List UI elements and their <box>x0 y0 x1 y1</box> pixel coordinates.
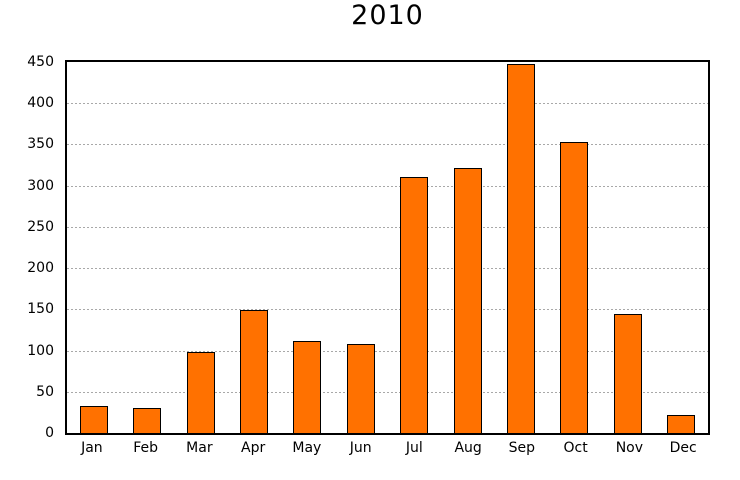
bar-aug <box>453 168 482 433</box>
xtick-label-sep: Sep <box>508 440 536 456</box>
xtick-label-jan: Jan <box>81 440 103 456</box>
xtick-label-nov: Nov <box>615 440 644 456</box>
xtick-label-jun: Jun <box>349 440 372 456</box>
chart-title: 2010 <box>351 0 424 31</box>
gridline-350 <box>67 144 708 146</box>
ytick-label-300: 300 <box>27 177 54 194</box>
bar-mar <box>186 352 215 433</box>
ytick-label-50: 50 <box>36 383 54 400</box>
xtick-label-jul: Jul <box>405 440 423 456</box>
xtick-label-oct: Oct <box>563 440 588 456</box>
gridline-200 <box>67 268 708 270</box>
ytick-label-150: 150 <box>27 301 54 318</box>
bar-sep <box>507 63 536 433</box>
bar-dec <box>667 414 696 433</box>
gridline-250 <box>67 226 708 228</box>
bar-oct <box>560 141 589 433</box>
gridline-400 <box>67 103 708 105</box>
ytick-label-250: 250 <box>27 218 54 235</box>
gridline-100 <box>67 350 708 352</box>
bar-feb <box>133 408 162 433</box>
ytick-label-200: 200 <box>27 260 54 277</box>
xtick-label-aug: Aug <box>454 440 482 456</box>
bar-jun <box>346 343 375 433</box>
ytick-label-400: 400 <box>27 95 54 112</box>
bar-may <box>293 340 322 433</box>
ytick-label-450: 450 <box>27 54 54 70</box>
ytick-label-350: 350 <box>27 136 54 153</box>
xtick-label-mar: Mar <box>186 440 213 456</box>
gridline-50 <box>67 391 708 393</box>
ytick-label-100: 100 <box>27 342 54 359</box>
xtick-label-dec: Dec <box>669 440 697 456</box>
gridline-150 <box>67 309 708 311</box>
xtick-label-feb: Feb <box>133 440 159 456</box>
xtick-label-may: May <box>292 440 322 456</box>
bar-nov <box>613 314 642 433</box>
xtick-label-apr: Apr <box>241 440 266 456</box>
ytick-label-0: 0 <box>45 425 54 441</box>
bar-jan <box>79 405 108 433</box>
bar-apr <box>239 310 268 433</box>
gridline-300 <box>67 185 708 187</box>
plot-area <box>65 60 710 435</box>
bar-jul <box>400 176 429 433</box>
